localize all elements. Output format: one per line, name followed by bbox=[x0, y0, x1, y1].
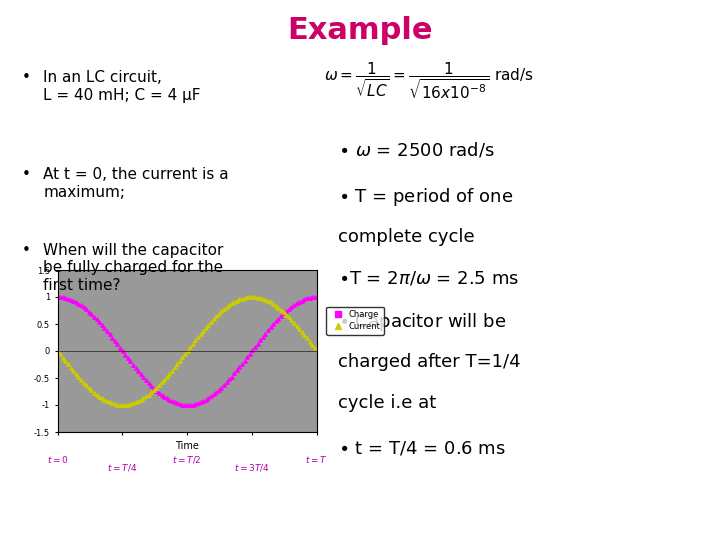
Text: When will the capacitor
be fully charged for the
first time?: When will the capacitor be fully charged… bbox=[43, 243, 224, 293]
Text: In an LC circuit,
L = 40 mH; C = 4 μF: In an LC circuit, L = 40 mH; C = 4 μF bbox=[43, 70, 201, 103]
Text: $\omega = \dfrac{1}{\sqrt{LC}} = \dfrac{1}{\sqrt{16x10^{-8}}}\ \mathrm{rad/s}$: $\omega = \dfrac{1}{\sqrt{LC}} = \dfrac{… bbox=[324, 60, 534, 102]
Text: complete cycle: complete cycle bbox=[338, 228, 475, 246]
Text: $t=0$: $t=0$ bbox=[47, 454, 68, 464]
Text: cycle i.e at: cycle i.e at bbox=[338, 394, 436, 412]
Text: $\bullet$ t = T/4 = 0.6 ms: $\bullet$ t = T/4 = 0.6 ms bbox=[338, 440, 506, 457]
Text: •: • bbox=[22, 243, 30, 258]
Text: charged after T=1/4: charged after T=1/4 bbox=[338, 353, 521, 370]
Legend: Charge, Current: Charge, Current bbox=[326, 307, 384, 335]
Text: Example: Example bbox=[287, 16, 433, 45]
Text: $\bullet$T = $2\pi/\omega$ = 2.5 ms: $\bullet$T = $2\pi/\omega$ = 2.5 ms bbox=[338, 269, 519, 287]
Text: $t=T/2$: $t=T/2$ bbox=[173, 454, 202, 464]
Text: $t=3T/4$: $t=3T/4$ bbox=[234, 462, 270, 472]
Text: •: • bbox=[22, 167, 30, 183]
Text: $t=T/4$: $t=T/4$ bbox=[107, 462, 138, 472]
Text: $\bullet$ T = period of one: $\bullet$ T = period of one bbox=[338, 186, 513, 208]
Text: $\bullet$ Capacitor will be: $\bullet$ Capacitor will be bbox=[338, 311, 507, 333]
Text: $t=T$: $t=T$ bbox=[305, 454, 328, 464]
Text: $\bullet\ \omega$ = 2500 rad/s: $\bullet\ \omega$ = 2500 rad/s bbox=[338, 141, 495, 160]
Text: •: • bbox=[22, 70, 30, 85]
X-axis label: Time: Time bbox=[175, 441, 199, 451]
Text: At t = 0, the current is a
maximum;: At t = 0, the current is a maximum; bbox=[43, 167, 229, 200]
